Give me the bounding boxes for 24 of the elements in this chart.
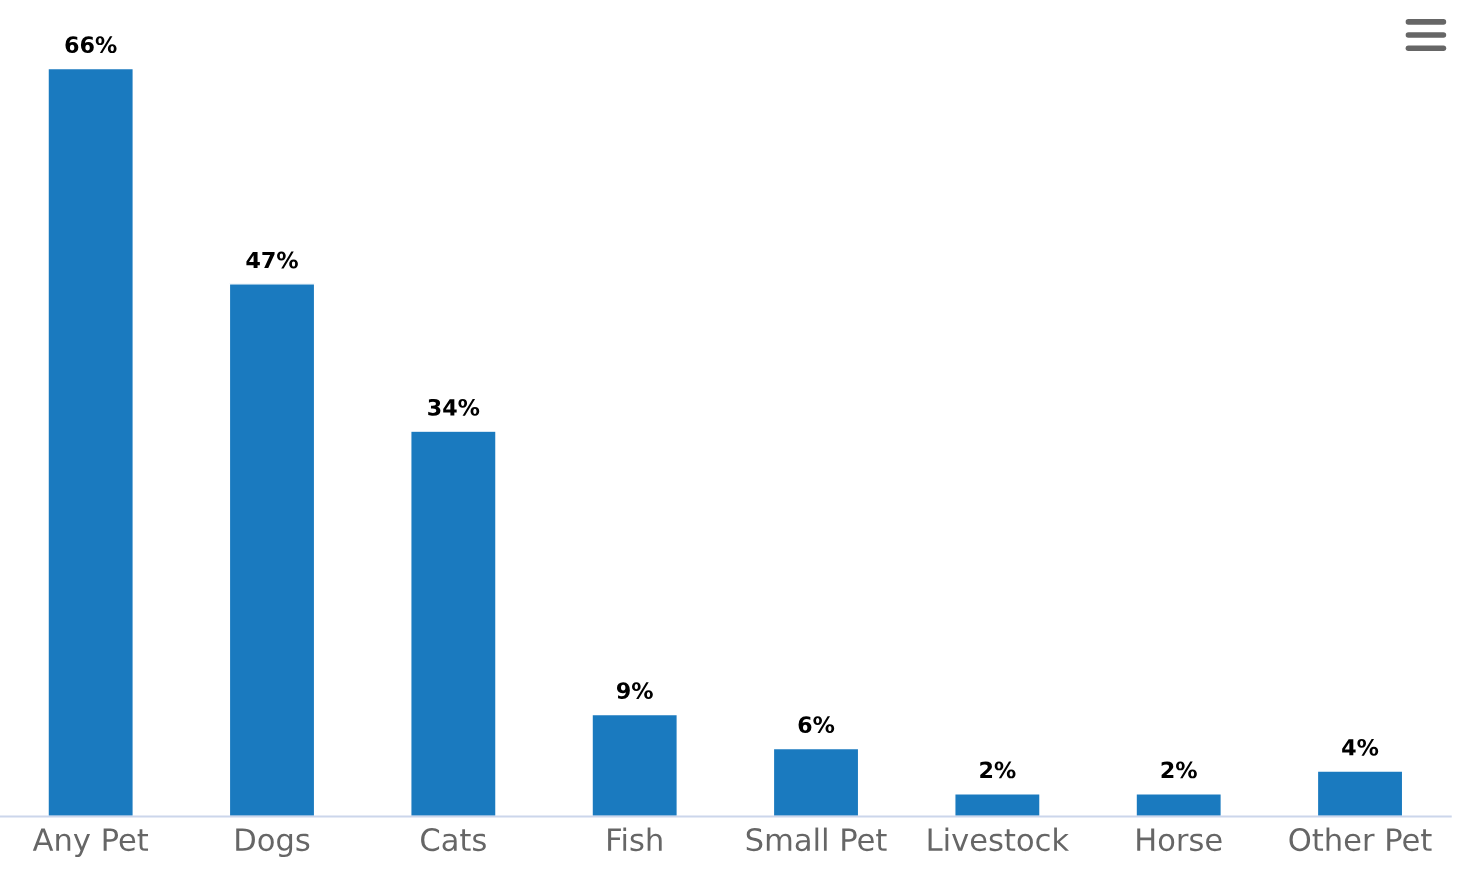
data-label: 6% (798, 716, 835, 734)
x-tick-label: Any Pet (32, 828, 149, 858)
x-tick-label: Small Pet (746, 827, 887, 852)
bar (410, 430, 497, 817)
x-tick-label: Other Pet (1289, 827, 1432, 852)
data-label: 9% (616, 682, 653, 700)
data-label: 47% (246, 251, 298, 269)
x-tick-label: Livestock (928, 827, 1070, 852)
bar (772, 747, 860, 817)
data-label: 2% (980, 761, 1016, 779)
data-label: 4% (1342, 738, 1379, 756)
bar (228, 283, 316, 817)
bar (1135, 793, 1223, 817)
bar (1316, 770, 1404, 817)
x-tick-label: Dogs (236, 828, 310, 858)
x-tick-label: Cats (421, 828, 486, 852)
data-label: 66% (65, 36, 117, 54)
x-tick-label: Fish (608, 827, 662, 852)
data-label: 34% (428, 398, 480, 416)
data-label: 2% (1161, 761, 1197, 779)
x-tick-label: Horse (1137, 828, 1222, 852)
bar (591, 713, 678, 817)
bar (954, 793, 1041, 817)
bar (47, 67, 134, 817)
